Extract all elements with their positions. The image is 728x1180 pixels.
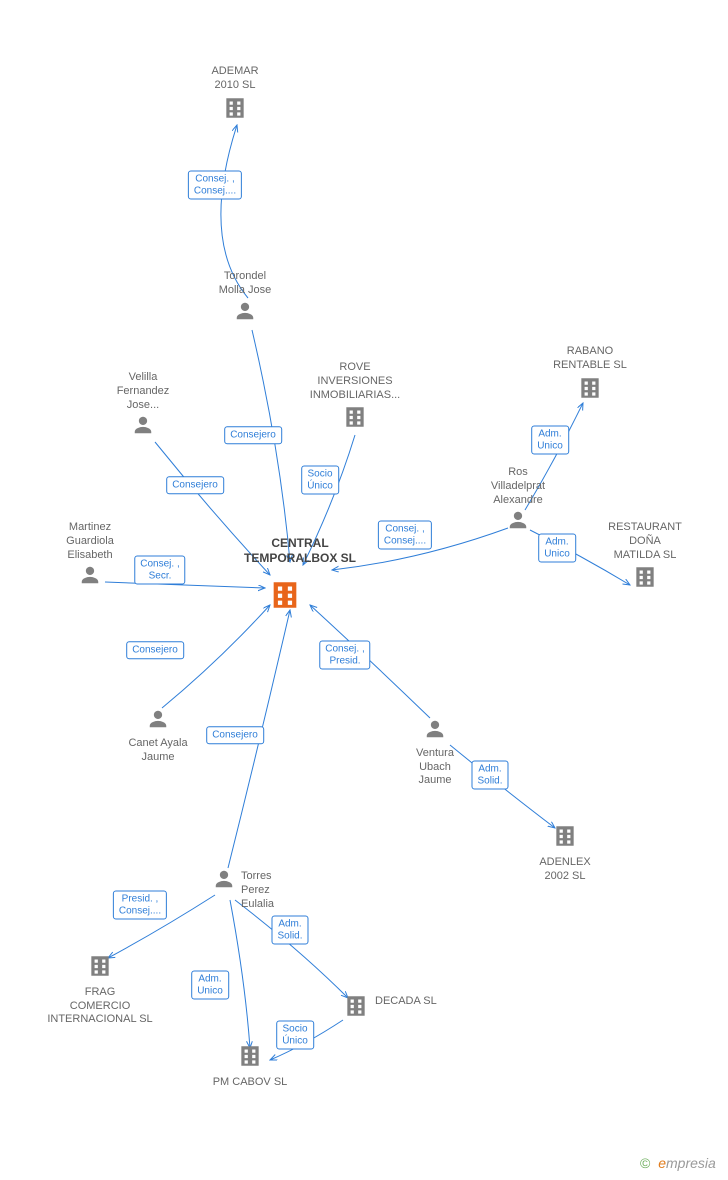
building-icon	[342, 404, 368, 430]
edge-label-torres-pmcabov: Adm. Unico	[191, 971, 229, 1000]
watermark-copyright: ©	[640, 1155, 650, 1171]
node-label: Martinez Guardiola Elisabeth	[40, 521, 140, 562]
node-label: ADEMAR 2010 SL	[185, 65, 285, 93]
node-martinez[interactable]: Martinez Guardiola Elisabeth	[40, 521, 140, 591]
edge-torondel-central	[252, 330, 290, 562]
node-frag[interactable]: FRAG COMERCIO INTERNACIONAL SL	[45, 953, 155, 1027]
node-rove[interactable]: ROVE INVERSIONES INMOBILIARIAS...	[305, 361, 405, 435]
building-icon	[237, 1043, 263, 1069]
edge-label-torres-central: Consejero	[206, 726, 264, 744]
building-icon	[577, 375, 603, 401]
person-icon	[213, 868, 235, 890]
node-torondel[interactable]: Torondel Molla Jose	[195, 270, 295, 326]
edge-label-torres-frag: Presid. , Consej....	[113, 891, 167, 920]
node-ros[interactable]: Ros Villadelprat Alexandre	[468, 466, 568, 536]
node-label: DECADA SL	[375, 995, 437, 1009]
node-label: Torres Perez Eulalia	[241, 870, 274, 911]
building-icon	[632, 564, 658, 590]
node-velilla[interactable]: Velilla Fernandez Jose...	[93, 371, 193, 441]
edge-label-velilla-central: Consejero	[166, 476, 224, 494]
node-label: ADENLEX 2002 SL	[510, 856, 620, 884]
central-node[interactable]	[268, 578, 302, 617]
node-label: ROVE INVERSIONES INMOBILIARIAS...	[305, 361, 405, 402]
node-adenlex[interactable]: ADENLEX 2002 SL	[510, 823, 620, 883]
person-icon	[234, 300, 256, 322]
building-icon	[268, 578, 302, 612]
node-label: FRAG COMERCIO INTERNACIONAL SL	[45, 986, 155, 1027]
node-label: Velilla Fernandez Jose...	[93, 371, 193, 412]
building-icon	[552, 823, 578, 849]
node-rabano[interactable]: RABANO RENTABLE SL	[540, 345, 640, 405]
building-icon	[87, 953, 113, 979]
edge-label-ventura-adenlex: Adm. Solid.	[471, 761, 508, 790]
edge-torres-pmcabov	[230, 900, 250, 1048]
network-diagram: ADEMAR 2010 SL Torondel Molla Jose Velil…	[0, 0, 728, 1180]
edge-label-ros-restaurant: Adm. Unico	[538, 534, 576, 563]
node-label: Ros Villadelprat Alexandre	[468, 466, 568, 507]
building-icon	[222, 95, 248, 121]
person-icon	[507, 509, 529, 531]
person-icon	[147, 708, 169, 730]
edge-label-decada-pmcabov: Socio Único	[276, 1021, 314, 1050]
node-canet[interactable]: Canet Ayala Jaume	[103, 708, 213, 764]
building-icon	[343, 993, 369, 1019]
watermark-logo-rest: mpresia	[666, 1155, 716, 1171]
node-label: RESTAURANT DOÑA MATILDA SL	[595, 521, 695, 562]
node-label: Canet Ayala Jaume	[103, 737, 213, 765]
node-decada[interactable]: DECADA SL	[343, 993, 483, 1024]
node-label: RABANO RENTABLE SL	[540, 345, 640, 373]
edge-label-torres-decada: Adm. Solid.	[271, 916, 308, 945]
node-pmcabov[interactable]: PM CABOV SL	[195, 1043, 305, 1090]
node-ademar[interactable]: ADEMAR 2010 SL	[185, 65, 285, 125]
person-icon	[424, 718, 446, 740]
watermark: © empresia	[640, 1155, 716, 1171]
edge-label-torondel-central: Consejero	[224, 426, 282, 444]
edge-label-canet-central: Consejero	[126, 641, 184, 659]
node-torres[interactable]: Torres Perez Eulalia	[213, 868, 353, 911]
edge-label-torondel-ademar: Consej. , Consej....	[188, 171, 242, 200]
person-icon	[132, 414, 154, 436]
node-restaurant[interactable]: RESTAURANT DOÑA MATILDA SL	[595, 521, 695, 595]
edge-label-martinez-central: Consej. , Secr.	[134, 556, 185, 585]
central-node-label: CENTRAL TEMPORALBOX SL	[230, 536, 370, 566]
node-label: Torondel Molla Jose	[195, 270, 295, 298]
person-icon	[79, 564, 101, 586]
watermark-logo-e: e	[658, 1155, 666, 1171]
edge-label-rove-central: Socio Único	[301, 466, 339, 495]
edge-label-ventura-central: Consej. , Presid.	[319, 641, 370, 670]
edge-label-ros-rabano: Adm. Unico	[531, 426, 569, 455]
node-label: PM CABOV SL	[195, 1076, 305, 1090]
edge-label-ros-central: Consej. , Consej....	[378, 521, 432, 550]
